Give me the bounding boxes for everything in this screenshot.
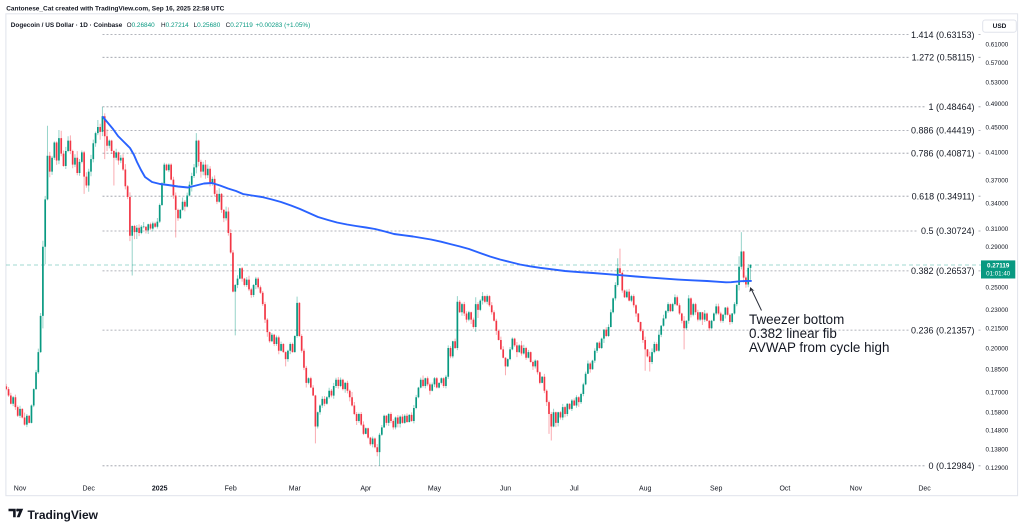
svg-text:C0.27119: C0.27119 [226, 22, 254, 29]
svg-text:0.21500: 0.21500 [986, 326, 1009, 333]
svg-text:0.17000: 0.17000 [986, 390, 1009, 397]
svg-text:0.13800: 0.13800 [986, 447, 1009, 454]
svg-text:May: May [428, 486, 442, 493]
svg-text:AVWAP from cycle high: AVWAP from cycle high [749, 340, 889, 355]
svg-text:Aug: Aug [639, 486, 652, 493]
svg-text:Feb: Feb [225, 486, 237, 493]
svg-text:0.29000: 0.29000 [986, 244, 1009, 251]
svg-text:0.34000: 0.34000 [986, 201, 1009, 208]
svg-text:L0.25680: L0.25680 [194, 22, 221, 29]
svg-text:Nov: Nov [14, 486, 27, 493]
svg-text:1.414 (0.63153): 1.414 (0.63153) [911, 30, 975, 40]
svg-text:0.61000: 0.61000 [986, 41, 1009, 48]
svg-text:0.236 (0.21357): 0.236 (0.21357) [911, 325, 975, 335]
svg-text:01:01:40: 01:01:40 [986, 271, 1011, 278]
svg-text:0.25000: 0.25000 [986, 285, 1009, 292]
svg-text:Apr: Apr [360, 486, 372, 493]
svg-text:0.27119: 0.27119 [987, 262, 1010, 269]
svg-text:0 (0.12984): 0 (0.12984) [928, 461, 974, 471]
svg-text:Dogecoin / US Dollar · 1D · Co: Dogecoin / US Dollar · 1D · Coinbase [11, 22, 123, 29]
svg-text:0.15800: 0.15800 [986, 410, 1009, 417]
svg-text:Oct: Oct [779, 486, 790, 493]
svg-text:0.18500: 0.18500 [986, 367, 1009, 374]
svg-text:0.382 (0.26537): 0.382 (0.26537) [911, 266, 975, 276]
svg-text:0.886 (0.44419): 0.886 (0.44419) [911, 126, 975, 136]
svg-text:0.45000: 0.45000 [986, 124, 1009, 131]
svg-text:1 (0.48464): 1 (0.48464) [928, 102, 974, 112]
svg-text:1.272 (0.58115): 1.272 (0.58115) [912, 53, 975, 63]
svg-text:0.41000: 0.41000 [986, 150, 1009, 157]
svg-text:0.12900: 0.12900 [986, 465, 1009, 472]
svg-text:Dec: Dec [918, 486, 931, 493]
svg-text:Jul: Jul [570, 486, 579, 493]
svg-text:TradingView: TradingView [28, 508, 99, 522]
svg-text:0.5 (0.30724): 0.5 (0.30724) [921, 226, 975, 236]
svg-text:0.31000: 0.31000 [986, 226, 1009, 233]
svg-text:2025: 2025 [152, 486, 168, 493]
svg-text:Mar: Mar [289, 486, 302, 493]
svg-text:0.382 linear fib: 0.382 linear fib [749, 326, 837, 341]
svg-text:0.57000: 0.57000 [986, 60, 1009, 67]
svg-text:O0.26840: O0.26840 [127, 22, 156, 29]
svg-text:0.786 (0.40871): 0.786 (0.40871) [911, 148, 975, 158]
svg-text:0.23000: 0.23000 [986, 307, 1009, 314]
svg-text:0.20000: 0.20000 [986, 345, 1009, 352]
svg-text:+0.00283 (+1.05%): +0.00283 (+1.05%) [256, 22, 311, 29]
svg-text:0.53000: 0.53000 [986, 80, 1009, 87]
svg-text:0.14800: 0.14800 [986, 427, 1009, 434]
svg-text:Tweezer bottom: Tweezer bottom [749, 312, 844, 327]
svg-text:USD: USD [993, 23, 1007, 30]
svg-text:0.49000: 0.49000 [986, 101, 1009, 108]
svg-text:H0.27214: H0.27214 [161, 22, 189, 29]
svg-text:Sep: Sep [710, 486, 723, 493]
svg-text:Dec: Dec [82, 486, 95, 493]
svg-text:Cantonese_Cat created with Tra: Cantonese_Cat created with TradingView.c… [6, 5, 224, 12]
svg-text:0.618 (0.34911): 0.618 (0.34911) [912, 191, 975, 201]
svg-text:Nov: Nov [850, 486, 863, 493]
svg-text:0.37000: 0.37000 [986, 178, 1009, 185]
svg-text:Jun: Jun [500, 486, 511, 493]
